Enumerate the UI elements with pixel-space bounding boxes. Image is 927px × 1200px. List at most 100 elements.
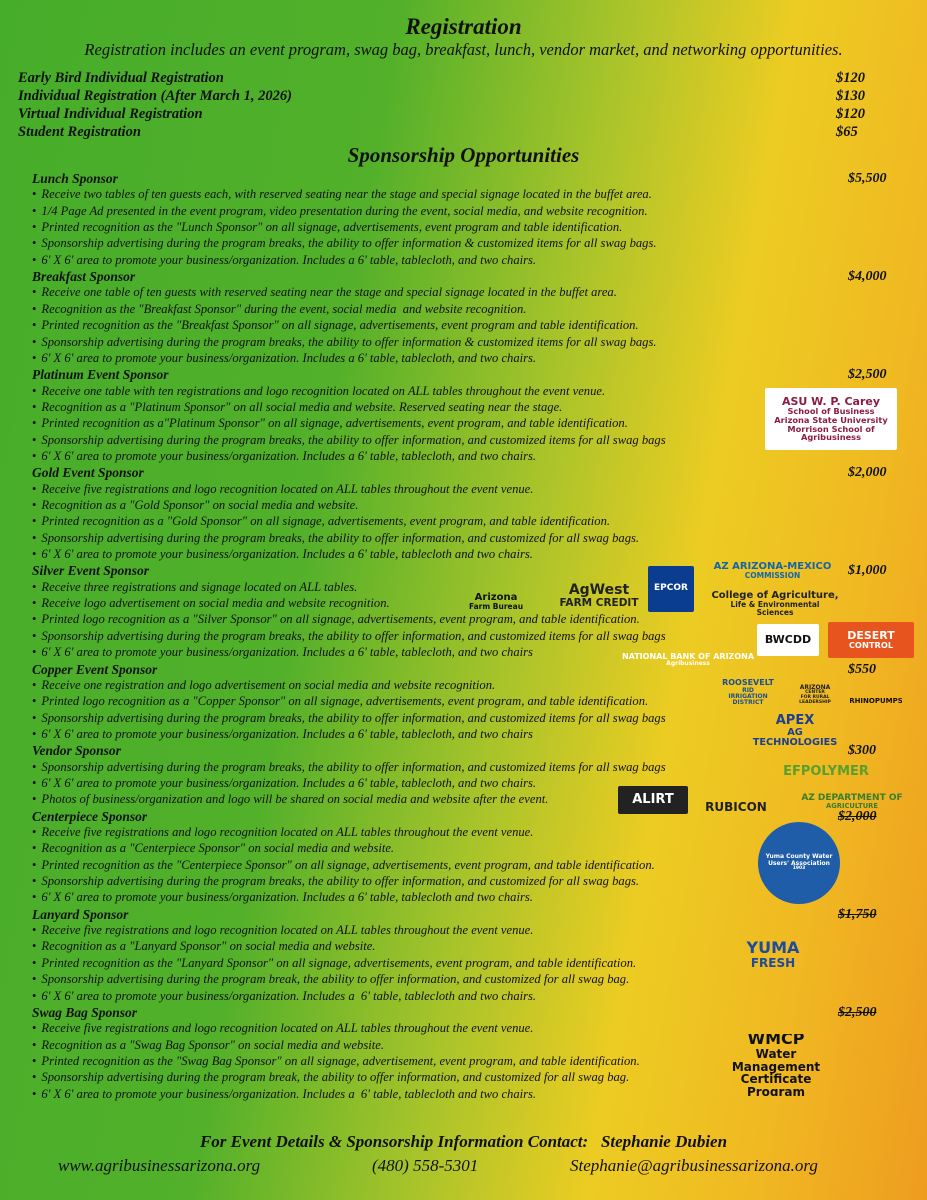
contact-heading: For Event Details & Sponsorship Informat… [199, 1132, 589, 1151]
tier-bullet: 6' X 6' area to promote your business/or… [32, 449, 536, 464]
tier-bullet: Printed recognition as the "Centerpiece … [32, 858, 654, 873]
tier-bullet: 6' X 6' area to promote your business/or… [32, 776, 536, 791]
tier-name: Copper Event Sponsor [32, 661, 158, 677]
tier-bullet: Receive one table with ten registrations… [32, 384, 605, 399]
tier-bullet: Recognition as a "Platinum Sponsor" on a… [32, 400, 562, 415]
tier-bullet: Printed recognition as a"Platinum Sponso… [32, 416, 627, 431]
logo-text: Morrison School of Agribusiness [787, 423, 875, 443]
tier-bullet: Receive five registrations and logo reco… [32, 923, 533, 938]
tier-bullet: Receive one table of ten guests with res… [32, 285, 616, 300]
registration-label: Individual Registration (After March 1, … [18, 88, 292, 104]
sponsor-logo: BWCDD [757, 624, 819, 656]
logo-text: AZ DEPARTMENT OF [801, 792, 903, 803]
tier-name: Vendor Sponsor [32, 743, 121, 759]
sponsor-logo: EPCOR [648, 566, 694, 612]
tier-bullet: Recognition as a "Lanyard Sponsor" on so… [32, 939, 375, 954]
logo-text: NATIONAL BANK OF ARIZONA [621, 651, 755, 661]
tier-price: $1,000 [848, 563, 887, 579]
sponsor-logo: AgWest FARM CREDIT [555, 578, 643, 614]
registration-price: $120 [836, 106, 865, 122]
contact-email[interactable]: Stephanie@agribusinessarizona.org [570, 1156, 818, 1175]
registration-label: Virtual Individual Registration [18, 106, 203, 122]
tier-bullet: Recognition as a "Centerpiece Sponsor" o… [32, 841, 394, 856]
logo-text: AG TECHNOLOGIES [752, 726, 838, 748]
registration-title: Registration [405, 14, 522, 39]
tier-bullet: 6' X 6' area to promote your business/or… [32, 351, 536, 366]
contact-name: Stephanie Dubien [600, 1132, 728, 1151]
logo-text: IRRIGATION DISTRICT [728, 693, 768, 707]
logo-text: COMMISSION [744, 571, 801, 581]
tier-price: $5,500 [848, 171, 887, 186]
tier-name: Platinum Event Sponsor [32, 367, 169, 383]
tier-price: $2,500 [848, 367, 887, 383]
sponsor-logo: RHINOPUMPS [850, 682, 902, 722]
tier-bullet: Sponsorship advertising during the progr… [32, 629, 665, 644]
tier-price: $2,500 [838, 1004, 877, 1020]
logo-text: ASU W. P. Carey [781, 394, 881, 408]
sponsor-logo: AZ DEPARTMENT OF AGRICULTURE [788, 788, 916, 816]
tier-bullet: Sponsorship advertising during the progr… [32, 335, 656, 350]
tier-bullet: Printed recognition as the "Swag Bag Spo… [32, 1054, 639, 1069]
logo-text: ALIRT [632, 792, 674, 808]
logo-text: Arizona [474, 591, 518, 603]
sponsor-logo: APEX AG TECHNOLOGIES [750, 711, 840, 751]
logo-text: APEX [775, 712, 815, 728]
logo-text: FRESH [750, 956, 796, 971]
tier-bullet: Sponsorship advertising during the progr… [32, 433, 665, 448]
tier-name: Swag Bag Sponsor [32, 1004, 138, 1020]
tier-bullet: Sponsorship advertising during the progr… [32, 711, 665, 726]
contact-website[interactable]: www.agribusinessarizona.org [58, 1156, 261, 1175]
tier-bullet: 6' X 6' area to promote your business/or… [32, 645, 533, 660]
logo-text: EPCOR [654, 583, 688, 594]
tier-bullet: 1/4 Page Ad presented in the event progr… [32, 204, 647, 219]
sponsor-logo: Yuma County Water Users' Association 1903 [758, 822, 840, 904]
logo-text: Arizona State University [774, 415, 888, 426]
sponsor-logo: ALIRT [618, 786, 688, 814]
registration-price: $120 [836, 70, 865, 86]
logo-text: AZ ARIZONA-MEXICO [713, 560, 832, 572]
logo-text: School of Business [787, 406, 875, 417]
logo-text: AgWest [568, 582, 630, 599]
sponsor-logo: ASU W. P. Carey School of Business Arizona… [765, 388, 897, 450]
logo-text: College of Agriculture, [711, 589, 839, 601]
logo-text: RUBICON [705, 799, 767, 814]
logo-text: WMCP [747, 1034, 805, 1049]
tier-bullet: Printed logo recognition as a "Copper Sp… [32, 694, 648, 709]
logo-text: Water Management Certificate Program [731, 1047, 821, 1096]
tier-bullet: Recognition as a "Swag Bag Sponsor" on s… [32, 1038, 384, 1053]
tier-name: Lunch Sponsor [32, 171, 118, 186]
logo-text: DESERT [847, 628, 895, 642]
logo-text: 1903 [792, 865, 806, 871]
tier-name: Silver Event Sponsor [32, 563, 150, 579]
tier-bullet: Receive five registrations and logo reco… [32, 825, 533, 840]
tier-name: Gold Event Sponsor [32, 465, 144, 481]
logo-text: FOR RURAL [800, 694, 830, 700]
logo-text: LEADERSHIP [799, 699, 831, 705]
tier-price: $550 [848, 661, 876, 677]
logo-text: RID [742, 686, 754, 694]
sponsorship-title: Sponsorship Opportunities [347, 143, 580, 167]
logo-text: Agribusiness [666, 660, 710, 668]
tier-bullet: 6' X 6' area to promote your business/or… [32, 1087, 536, 1102]
logo-text: RHINOPUMPS [850, 697, 902, 706]
logo-text: EFPOLYMER [783, 764, 869, 780]
logo-text: CENTER [805, 690, 825, 696]
tier-bullet: Printed recognition as a "Gold Sponsor" … [32, 514, 610, 529]
tier-bullet: Sponsorship advertising during the progr… [32, 1070, 629, 1085]
tier-bullet: Recognition as a "Gold Sponsor" on socia… [32, 498, 358, 513]
tier-bullet: Printed recognition as the "Breakfast Sp… [32, 318, 638, 333]
sponsor-logo: WMCP Water Management Certificate Program [715, 1034, 837, 1096]
sponsor-logo: RUBICON [698, 796, 774, 818]
registration-price: $130 [836, 88, 865, 104]
tier-bullet: Printed recognition as the "Lunch Sponso… [32, 220, 622, 235]
sponsor-logo: YUMA FRESH [735, 914, 811, 996]
tier-bullet: Printed logo recognition as a "Silver Sp… [32, 612, 639, 627]
sponsor-logo: EFPOLYMER [780, 754, 872, 790]
tier-bullet: Sponsorship advertising during the progr… [32, 972, 629, 987]
logo-text: Life & Environmental [730, 600, 820, 610]
sponsor-logo: College of Agriculture, Life & Environmen… [700, 584, 850, 624]
tier-bullet: Printed recognition as the "Lanyard Spon… [32, 956, 636, 971]
tier-bullet: Receive two tables of ten guests each, w… [32, 187, 651, 202]
tier-price: $1,750 [838, 906, 877, 922]
